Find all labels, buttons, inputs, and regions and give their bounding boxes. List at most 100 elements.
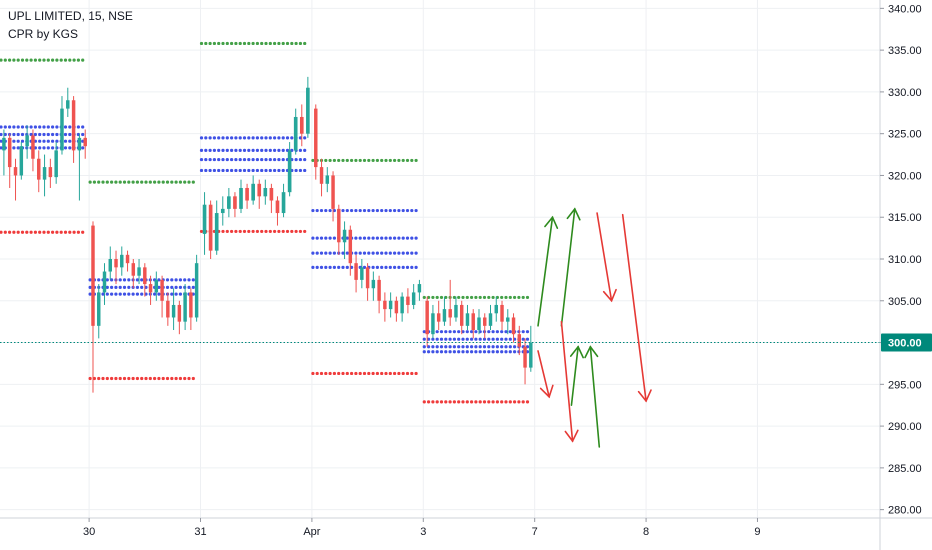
pivot-dot [191, 180, 195, 184]
pivot-dot [20, 230, 25, 234]
candle [208, 200, 213, 259]
pivot-dot [371, 236, 375, 240]
pivot-dot [8, 230, 12, 234]
pivot-dot [410, 265, 414, 269]
pivot-dot [55, 132, 59, 137]
candle-body [436, 313, 441, 322]
pivot-dot [63, 125, 68, 129]
candle-body [465, 313, 470, 326]
pivot-dot [8, 125, 12, 129]
arrow-red [537, 350, 554, 399]
pivot-dot [225, 136, 229, 140]
pivot-dot [469, 345, 474, 349]
candle [251, 175, 255, 205]
symbol-title[interactable]: UPL LIMITED, 15, NSE [8, 9, 133, 23]
pivot-dot [504, 330, 508, 334]
pivot-dot [81, 230, 85, 234]
pivot-dot [178, 180, 183, 184]
candles [2, 76, 533, 393]
pivot-dot [375, 265, 379, 269]
pivot-dot [504, 400, 508, 404]
pivot-dot [521, 330, 525, 334]
pivot-dot [217, 157, 221, 162]
pivot-dot [478, 400, 482, 404]
pivot-dot [491, 295, 495, 300]
pivot-dot [358, 371, 362, 376]
indicator-title[interactable]: CPR by KGS [8, 27, 79, 41]
pivot-dot [110, 376, 114, 381]
pivot-dot [465, 345, 469, 349]
pivot-dot [20, 58, 25, 62]
pivot-dot [161, 180, 165, 184]
candle [154, 271, 159, 301]
pivot-dot [410, 371, 414, 376]
pivot-dot [12, 125, 16, 129]
candle-body [529, 342, 533, 368]
arrow-shaft [537, 216, 554, 327]
pivot-dot [474, 330, 478, 334]
pivot-dot [157, 376, 161, 381]
pivot-dot [118, 376, 122, 381]
candle-body [177, 304, 182, 322]
pivot-dot [285, 229, 290, 234]
arrow-head [584, 345, 599, 359]
pivot-dot [114, 285, 118, 290]
pivot-dot [371, 208, 375, 213]
pivot-dot [46, 139, 50, 143]
pivot-dot [392, 371, 397, 376]
candle [37, 150, 41, 193]
pivot-dot [247, 168, 251, 173]
pivot-dot [3, 132, 7, 137]
pivot-dot [238, 229, 242, 234]
y-tick-label: 310.00 [888, 254, 922, 266]
pivot-dot [260, 168, 264, 173]
candle-body [97, 292, 101, 326]
pivot-dot [422, 295, 426, 300]
pivot-dot [388, 251, 392, 255]
pivot-dot [204, 157, 208, 162]
pivot-dot [230, 41, 234, 46]
pivot-dot [362, 251, 367, 255]
pivot-dot [0, 230, 3, 234]
pivot-dot [277, 41, 281, 46]
pivot-dot [264, 229, 268, 234]
pivot-dot [294, 168, 298, 173]
pivot-dot [375, 371, 379, 376]
pivot-dot [517, 295, 521, 300]
candle-body [77, 137, 82, 151]
pivot-dot [332, 251, 336, 255]
pivot-central-Apr [311, 208, 418, 213]
candle [500, 300, 504, 331]
candle-body [114, 259, 118, 268]
pivot-dot [461, 295, 465, 300]
pivot-dot [238, 157, 242, 162]
y-tick-label: 305.00 [888, 296, 922, 308]
pivot-dot [362, 236, 367, 240]
pivot-dot [375, 236, 379, 240]
pivot-dot [144, 376, 148, 381]
pivot-dot [469, 400, 474, 404]
pivot-dot [46, 132, 50, 137]
pivot-dot [264, 148, 268, 152]
pivot-dot [319, 265, 324, 269]
candle-body [71, 100, 76, 151]
candle-body [148, 284, 153, 293]
candle [287, 142, 292, 197]
pivot-dot [242, 148, 247, 152]
y-tick-label: 285.00 [888, 463, 922, 475]
pivot-dot [110, 180, 114, 184]
pivot-dot [380, 371, 384, 376]
pivot-dot [345, 265, 349, 269]
candle [394, 296, 399, 322]
pivot-dot [294, 41, 298, 46]
candle [13, 158, 18, 201]
candle [108, 246, 112, 280]
candle [177, 300, 182, 335]
pivot-dot [105, 285, 109, 290]
pivot-dot [157, 180, 161, 184]
pivot-dot [461, 350, 465, 354]
pivot-dot [349, 158, 354, 163]
pivot-dot [212, 136, 217, 140]
candle [523, 338, 527, 385]
